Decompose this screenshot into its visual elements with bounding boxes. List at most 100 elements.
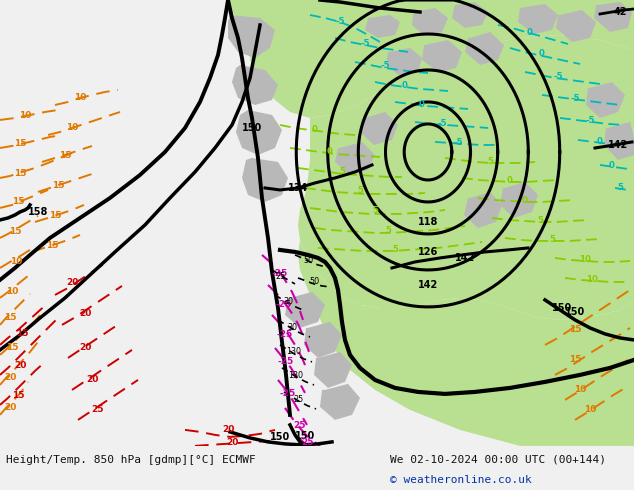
Text: 10: 10 (66, 123, 78, 132)
Polygon shape (500, 182, 538, 218)
Text: 15: 15 (16, 329, 29, 339)
Text: -25: -25 (280, 390, 296, 398)
Text: 20: 20 (79, 343, 91, 352)
Polygon shape (304, 322, 342, 358)
Text: 118: 118 (418, 217, 438, 227)
Text: 0: 0 (327, 147, 333, 156)
Polygon shape (412, 8, 448, 36)
Text: -5: -5 (570, 95, 579, 103)
Text: 25: 25 (276, 272, 286, 281)
Text: 20: 20 (14, 362, 26, 370)
Polygon shape (594, 2, 632, 32)
Text: -5: -5 (360, 40, 370, 49)
Text: 10: 10 (574, 386, 586, 394)
Text: 5: 5 (385, 226, 391, 236)
Polygon shape (604, 122, 634, 160)
Polygon shape (464, 192, 502, 228)
Text: 5: 5 (617, 183, 623, 193)
Text: 15: 15 (569, 355, 581, 365)
Text: 15: 15 (12, 197, 24, 206)
Polygon shape (298, 240, 634, 446)
Text: 20: 20 (86, 375, 98, 385)
Text: 10: 10 (10, 257, 22, 267)
Text: 15: 15 (46, 242, 58, 250)
Text: 150: 150 (295, 431, 315, 441)
Polygon shape (365, 15, 400, 38)
Text: 30: 30 (283, 297, 293, 306)
Text: 20: 20 (4, 403, 16, 413)
Text: 15: 15 (9, 227, 22, 237)
Text: 15: 15 (4, 314, 16, 322)
Text: -25: -25 (277, 330, 293, 340)
Text: 5: 5 (487, 157, 493, 167)
Text: 20: 20 (4, 373, 16, 382)
Polygon shape (422, 40, 462, 72)
Text: 0: 0 (312, 125, 318, 134)
Text: We 02-10-2024 00:00 UTC (00+144): We 02-10-2024 00:00 UTC (00+144) (390, 455, 606, 465)
Polygon shape (360, 112, 398, 145)
Text: 130: 130 (288, 371, 304, 380)
Polygon shape (314, 352, 352, 388)
Polygon shape (335, 142, 375, 175)
Text: 142: 142 (455, 253, 475, 263)
Text: 0: 0 (507, 176, 513, 185)
Text: 0: 0 (402, 81, 408, 91)
Text: 0: 0 (609, 162, 615, 171)
Text: -5: -5 (453, 139, 463, 147)
Text: 15: 15 (12, 392, 24, 400)
Text: © weatheronline.co.uk: © weatheronline.co.uk (390, 475, 532, 485)
Text: 50: 50 (309, 277, 319, 287)
Text: Height/Temp. 850 hPa [gdmp][°C] ECMWF: Height/Temp. 850 hPa [gdmp][°C] ECMWF (6, 455, 256, 465)
Text: 150: 150 (565, 307, 585, 317)
Text: 30: 30 (287, 323, 297, 332)
Text: 0: 0 (539, 49, 545, 58)
Text: 10: 10 (74, 94, 86, 102)
Text: 5: 5 (537, 217, 543, 225)
Polygon shape (386, 48, 422, 76)
Text: 0: 0 (419, 100, 425, 109)
Text: 0: 0 (527, 28, 533, 38)
Text: 20: 20 (79, 309, 91, 318)
Polygon shape (285, 292, 325, 328)
Text: -5: -5 (437, 120, 447, 128)
Polygon shape (518, 4, 558, 34)
Text: -5: -5 (335, 18, 345, 26)
Text: 150: 150 (270, 432, 290, 442)
Text: 5: 5 (392, 245, 398, 254)
Polygon shape (228, 15, 275, 58)
Text: 158: 158 (28, 207, 48, 217)
Polygon shape (452, 2, 488, 28)
Text: 5: 5 (549, 236, 555, 245)
Polygon shape (242, 158, 288, 202)
Text: 15: 15 (6, 343, 18, 352)
Text: -25: -25 (272, 270, 288, 278)
Text: 25: 25 (293, 395, 303, 404)
Polygon shape (232, 65, 278, 105)
Text: 0: 0 (522, 196, 528, 205)
Text: 0: 0 (597, 138, 603, 147)
Text: 15: 15 (569, 325, 581, 335)
Text: 130: 130 (287, 347, 302, 356)
Text: 25: 25 (92, 405, 104, 415)
Polygon shape (298, 35, 634, 320)
Text: 10: 10 (584, 405, 596, 415)
Text: 50: 50 (303, 256, 313, 266)
Text: 10: 10 (579, 255, 591, 265)
Text: 15: 15 (52, 181, 64, 191)
Text: 10: 10 (6, 288, 18, 296)
Text: 15: 15 (14, 170, 26, 178)
Polygon shape (236, 110, 282, 155)
Text: 150: 150 (552, 303, 572, 313)
Text: -25: -25 (278, 357, 294, 367)
Text: 5: 5 (339, 168, 345, 176)
Text: 5: 5 (357, 187, 363, 196)
Text: 20: 20 (226, 439, 238, 447)
Text: 126: 126 (418, 247, 438, 257)
Text: -5: -5 (585, 117, 595, 125)
Text: 42: 42 (613, 7, 627, 17)
Text: 20: 20 (222, 425, 234, 435)
Text: 10: 10 (19, 111, 31, 121)
Text: -25: -25 (276, 300, 292, 309)
Text: 20: 20 (66, 278, 78, 288)
Text: 25: 25 (294, 421, 306, 430)
